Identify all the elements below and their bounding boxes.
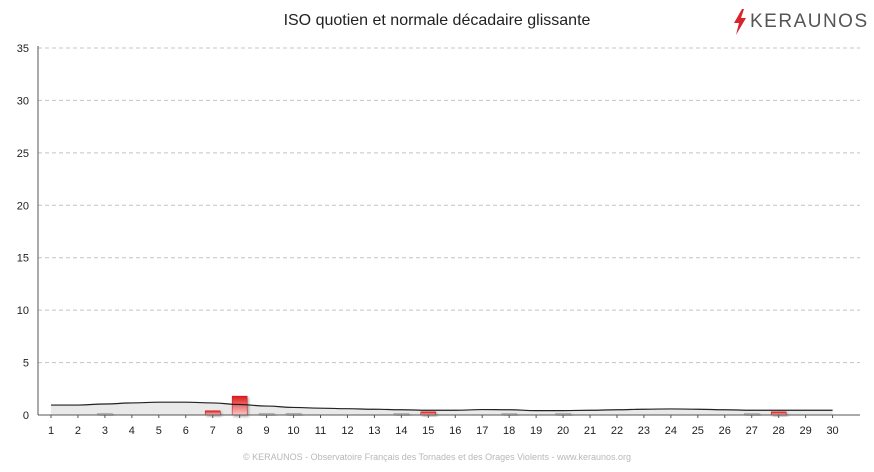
x-tick-label: 15 bbox=[422, 425, 434, 437]
x-tick-label: 25 bbox=[692, 425, 704, 437]
lightning-bolt-icon bbox=[734, 9, 746, 35]
x-tick-label: 12 bbox=[341, 425, 353, 437]
logo-text: KERAUNOS bbox=[750, 11, 869, 32]
footer-credit: © KERAUNOS - Observatoire Français des T… bbox=[243, 452, 631, 462]
y-tick-label: 15 bbox=[17, 253, 29, 265]
x-tick-label: 28 bbox=[773, 425, 785, 437]
x-tick-label: 23 bbox=[638, 425, 650, 437]
x-tick-label: 14 bbox=[395, 425, 407, 437]
x-tick-label: 18 bbox=[503, 425, 515, 437]
x-tick-label: 17 bbox=[476, 425, 488, 437]
x-tick-label: 19 bbox=[530, 425, 542, 437]
x-tick-label: 9 bbox=[264, 425, 270, 437]
x-tick-label: 26 bbox=[719, 425, 731, 437]
x-tick-label: 29 bbox=[799, 425, 811, 437]
y-tick-label: 5 bbox=[23, 358, 29, 370]
x-tick-label: 13 bbox=[368, 425, 380, 437]
y-tick-label: 30 bbox=[17, 95, 29, 107]
bar bbox=[231, 395, 248, 416]
x-tick-label: 3 bbox=[102, 425, 108, 437]
keraunos-logo: KERAUNOS bbox=[733, 9, 869, 35]
x-tick-label: 30 bbox=[826, 425, 838, 437]
y-tick-label: 25 bbox=[17, 148, 29, 160]
normal-line bbox=[51, 401, 833, 412]
x-tick-label: 21 bbox=[584, 425, 596, 437]
x-tick-label: 10 bbox=[287, 425, 299, 437]
x-tick-label: 16 bbox=[449, 425, 461, 437]
x-tick-label: 1 bbox=[48, 425, 54, 437]
bar bbox=[204, 410, 221, 416]
x-tick-label: 7 bbox=[210, 425, 216, 437]
y-tick-label: 35 bbox=[17, 43, 29, 55]
x-tick-label: 8 bbox=[237, 425, 243, 437]
x-tick-label: 5 bbox=[156, 425, 162, 437]
x-tick-label: 27 bbox=[746, 425, 758, 437]
x-tick-label: 22 bbox=[611, 425, 623, 437]
x-tick-label: 11 bbox=[315, 425, 326, 437]
y-tick-label: 0 bbox=[23, 410, 29, 422]
x-tick-label: 24 bbox=[665, 425, 677, 437]
y-tick-label: 20 bbox=[17, 200, 29, 212]
y-tick-label: 10 bbox=[17, 305, 29, 317]
x-tick-label: 2 bbox=[75, 425, 81, 437]
x-tick-label: 4 bbox=[129, 425, 135, 437]
chart-title: ISO quotien et normale décadaire glissan… bbox=[283, 12, 591, 29]
x-tick-label: 20 bbox=[557, 425, 569, 437]
normal-area bbox=[51, 402, 833, 415]
x-tick-label: 6 bbox=[183, 425, 189, 437]
